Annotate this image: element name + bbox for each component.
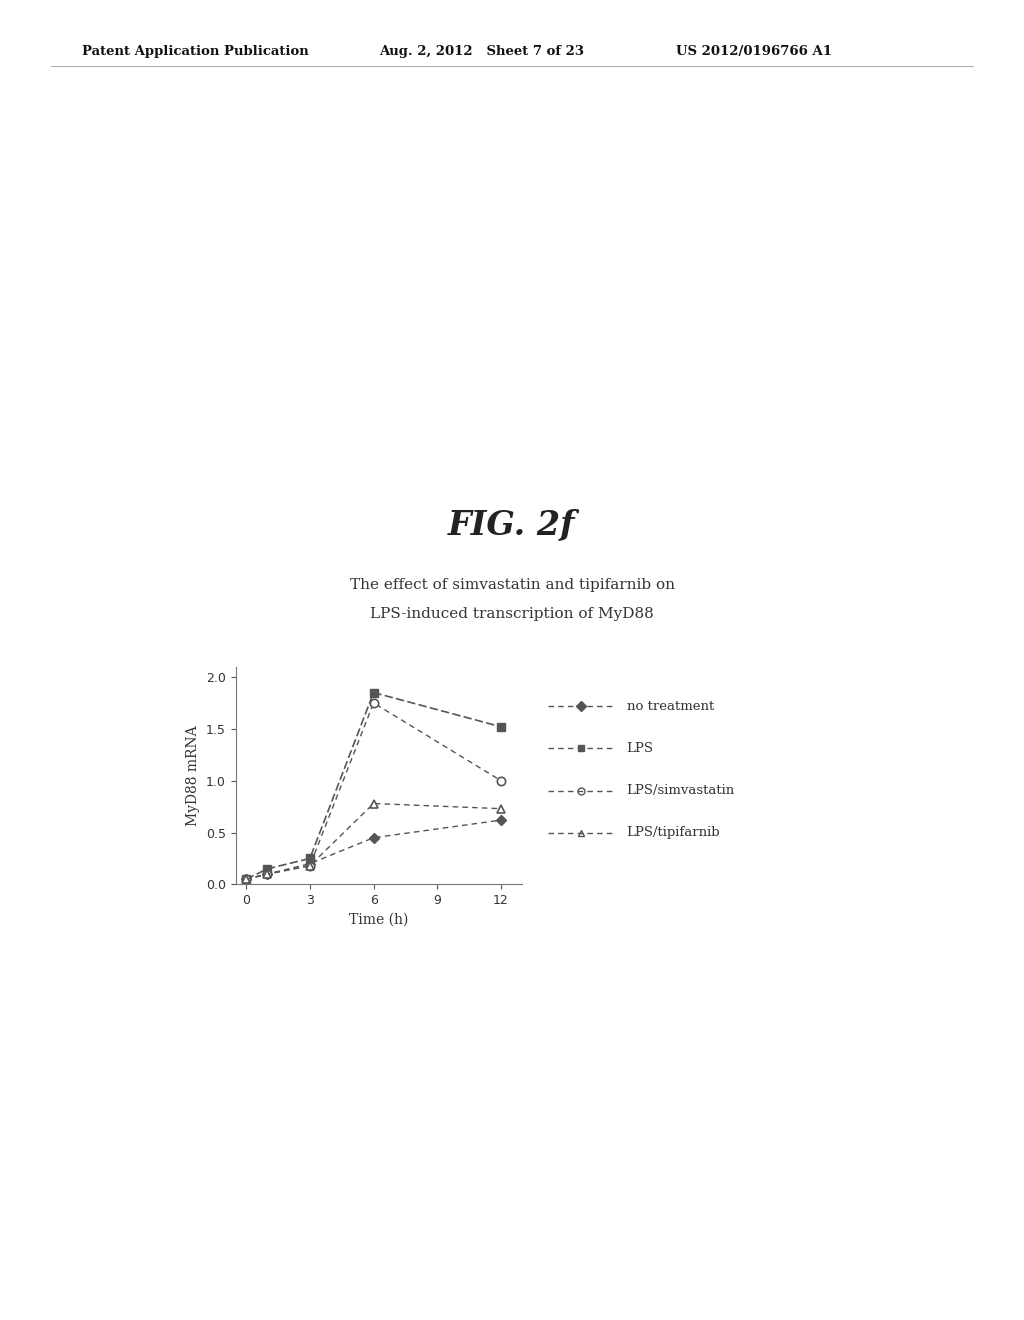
Text: FIG. 2f: FIG. 2f — [449, 508, 575, 541]
Text: LPS/simvastatin: LPS/simvastatin — [627, 784, 735, 797]
Text: US 2012/0196766 A1: US 2012/0196766 A1 — [676, 45, 831, 58]
Text: LPS-induced transcription of MyD88: LPS-induced transcription of MyD88 — [370, 607, 654, 622]
Text: LPS: LPS — [627, 742, 653, 755]
Text: LPS/tipifarnib: LPS/tipifarnib — [627, 826, 720, 840]
Text: Aug. 2, 2012   Sheet 7 of 23: Aug. 2, 2012 Sheet 7 of 23 — [379, 45, 584, 58]
Y-axis label: MyD88 mRNA: MyD88 mRNA — [186, 725, 201, 826]
X-axis label: Time (h): Time (h) — [349, 912, 409, 927]
Text: The effect of simvastatin and tipifarnib on: The effect of simvastatin and tipifarnib… — [349, 578, 675, 593]
Text: Patent Application Publication: Patent Application Publication — [82, 45, 308, 58]
Text: no treatment: no treatment — [627, 700, 714, 713]
